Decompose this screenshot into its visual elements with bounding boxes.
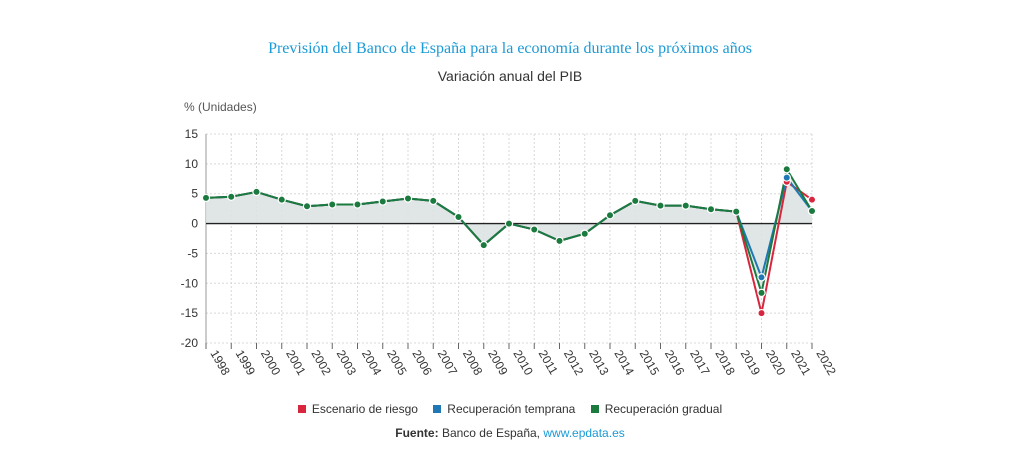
x-tick-label: 2012 [561,348,587,378]
x-tick-label: 2017 [687,348,713,378]
y-tick-label: -20 [181,336,199,350]
legend: Escenario de riesgo Recuperación tempran… [0,402,1020,416]
data-point-gradual [378,197,387,206]
y-tick-labels: 15 10 5 0 -5 -10 -15 -20 [181,127,199,350]
data-point-riesgo [757,308,766,318]
x-tick-label: 2006 [409,348,435,378]
y-tick-label: 5 [191,187,198,201]
x-tick-labels: 1998 1999 2000 2001 2002 2003 2004 2005 2006 2007… [207,348,839,378]
legend-label-temprana: Recuperación temprana [447,402,576,416]
x-tick-label: 2001 [283,348,309,378]
legend-item-riesgo[interactable]: Escenario de riesgo [297,402,418,416]
legend-swatch-riesgo [297,404,306,413]
data-point-gradual [530,225,539,234]
series-points [201,165,817,318]
data-point-temprana [782,173,791,182]
legend-label-riesgo: Escenario de riesgo [311,402,418,416]
x-tick-label: 1998 [207,348,233,378]
x-tick-label: 2020 [763,348,789,378]
data-point-gradual [757,288,766,298]
legend-label-gradual: Recuperación gradual [604,402,723,416]
x-tick-label: 2010 [510,348,536,378]
data-point-gradual [201,193,211,203]
data-point-gradual [429,196,438,206]
legend-swatch-gradual [590,404,599,413]
source-link[interactable]: www.epdata.es [543,426,625,440]
data-point-gradual [504,219,514,228]
x-tick-label: 1999 [233,348,259,378]
data-point-gradual [656,201,665,210]
x-tick-label: 2013 [586,348,612,378]
data-point-gradual [580,229,589,238]
data-point-gradual [555,236,564,246]
data-point-gradual [328,200,337,209]
data-point-gradual [227,192,236,201]
x-tick-label: 2016 [662,348,688,378]
data-point-gradual [631,196,640,206]
data-point-gradual [706,205,716,214]
data-point-gradual [807,206,817,216]
y-tick-label: -15 [181,306,199,320]
y-tick-label: -5 [187,246,198,260]
data-point-gradual [353,200,362,209]
x-tick-label: 2019 [738,348,764,378]
y-axis-label: % (Unidades) [184,100,257,114]
chart-title: Previsión del Banco de España para la ec… [268,40,752,57]
x-tick-label: 2008 [460,348,486,378]
data-point-gradual [454,212,463,222]
legend-item-gradual[interactable]: Recuperación gradual [590,402,723,416]
data-point-riesgo [807,195,817,204]
x-tick-label: 2021 [788,348,814,378]
data-point-gradual [277,195,286,204]
x-tick-label: 2015 [637,348,663,378]
data-point-gradual [605,211,615,220]
x-tick-label: 2007 [435,348,461,378]
data-point-gradual [681,201,690,210]
source-line: Fuente: Banco de España, www.epdata.es [0,426,1020,440]
data-point-gradual [732,207,741,216]
chart-subtitle: Variación anual del PIB [437,68,583,84]
source-label: Fuente: [395,426,439,440]
y-tick-label: 0 [191,217,198,231]
data-point-gradual [782,165,791,174]
y-tick-label: 10 [185,157,199,171]
legend-swatch-temprana [433,404,442,413]
x-tick-label: 2014 [611,348,637,378]
data-point-gradual [479,240,488,250]
x-tick-label: 2003 [334,348,360,378]
data-point-gradual [252,187,261,197]
data-point-gradual [403,194,413,203]
y-tick-label: -10 [181,276,199,290]
y-tick-label: 15 [185,127,199,141]
grid [205,133,813,349]
x-tick-label: 2002 [308,348,334,378]
x-tick-label: 2018 [712,348,738,378]
x-tick-label: 2004 [359,348,385,378]
x-tick-label: 2022 [813,348,839,378]
data-point-gradual [302,202,312,211]
x-tick-label: 2011 [536,348,561,378]
x-tick-label: 2009 [485,348,511,378]
x-tick-label: 2005 [384,348,410,378]
data-point-temprana [757,273,766,282]
x-tick-label: 2000 [258,348,284,378]
source-name: Banco de España, [441,426,541,440]
legend-item-temprana[interactable]: Recuperación temprana [433,402,575,416]
